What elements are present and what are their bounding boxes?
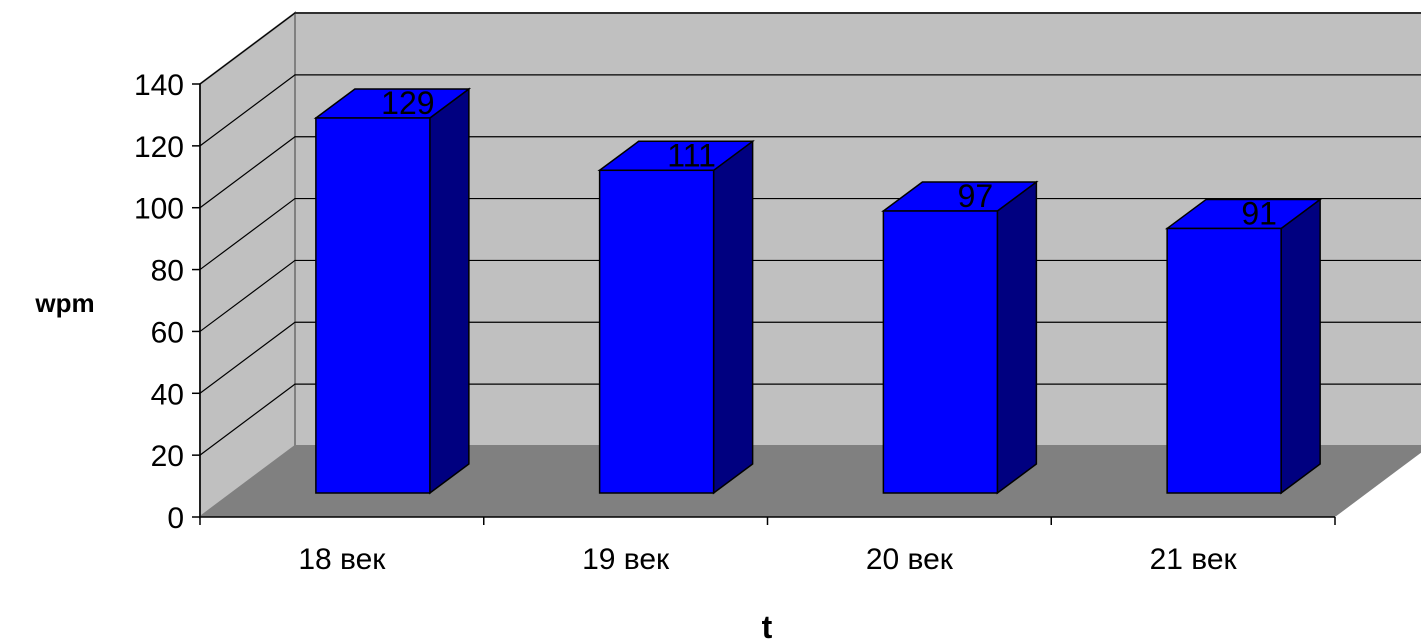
axes bbox=[192, 83, 1336, 525]
x-tick-label: 20 век bbox=[866, 543, 954, 576]
data-label: 97 bbox=[958, 178, 994, 214]
data-label: 129 bbox=[381, 85, 434, 121]
floor bbox=[200, 446, 1421, 517]
gridline bbox=[199, 136, 1421, 209]
x-tick-label: 21 век bbox=[1150, 543, 1238, 576]
gridline bbox=[199, 321, 1421, 394]
y-tick-label: 0 bbox=[167, 502, 184, 535]
x-tick-labels: 18 век 19 век 20 век 21 век bbox=[298, 543, 1237, 576]
bar-front bbox=[1166, 227, 1282, 494]
x-axis-title: t bbox=[762, 609, 773, 641]
bar bbox=[881, 180, 1039, 495]
y-tick-label: 60 bbox=[151, 316, 184, 349]
data-label: 111 bbox=[667, 137, 716, 173]
bar-side bbox=[996, 180, 1038, 495]
bar-front bbox=[882, 210, 999, 494]
bar-front bbox=[598, 169, 715, 494]
bar bbox=[597, 139, 755, 495]
gridline bbox=[199, 259, 1421, 332]
y-tick-label: 40 bbox=[151, 378, 184, 411]
gridlines bbox=[199, 12, 1421, 456]
data-label: 91 bbox=[1241, 195, 1277, 231]
bars bbox=[313, 87, 1323, 495]
gridline bbox=[199, 12, 1421, 85]
bar bbox=[1164, 197, 1323, 495]
chart-walls bbox=[199, 11, 1421, 519]
y-tick-label: 20 bbox=[151, 440, 184, 473]
y-tick-labels: 0 20 40 60 80 100 120 140 bbox=[134, 69, 184, 535]
gridline bbox=[199, 383, 1421, 456]
gridline bbox=[199, 197, 1421, 271]
x-tick-label: 19 век bbox=[582, 543, 670, 576]
bar-front bbox=[315, 117, 431, 494]
side-wall bbox=[199, 11, 296, 519]
gridline bbox=[199, 74, 1421, 147]
bar bbox=[313, 87, 472, 495]
y-tick-label: 80 bbox=[151, 255, 184, 288]
y-tick-label: 120 bbox=[134, 131, 184, 164]
x-tick-label: 18 век bbox=[298, 543, 386, 576]
bar-side bbox=[429, 87, 470, 495]
y-tick-label: 100 bbox=[134, 193, 184, 226]
bar-side bbox=[712, 139, 754, 495]
y-axis-title: wpm bbox=[34, 288, 94, 318]
y-tick-label: 140 bbox=[134, 69, 184, 102]
bar-side bbox=[1280, 197, 1321, 495]
data-labels: 129 111 97 91 bbox=[381, 85, 1277, 231]
